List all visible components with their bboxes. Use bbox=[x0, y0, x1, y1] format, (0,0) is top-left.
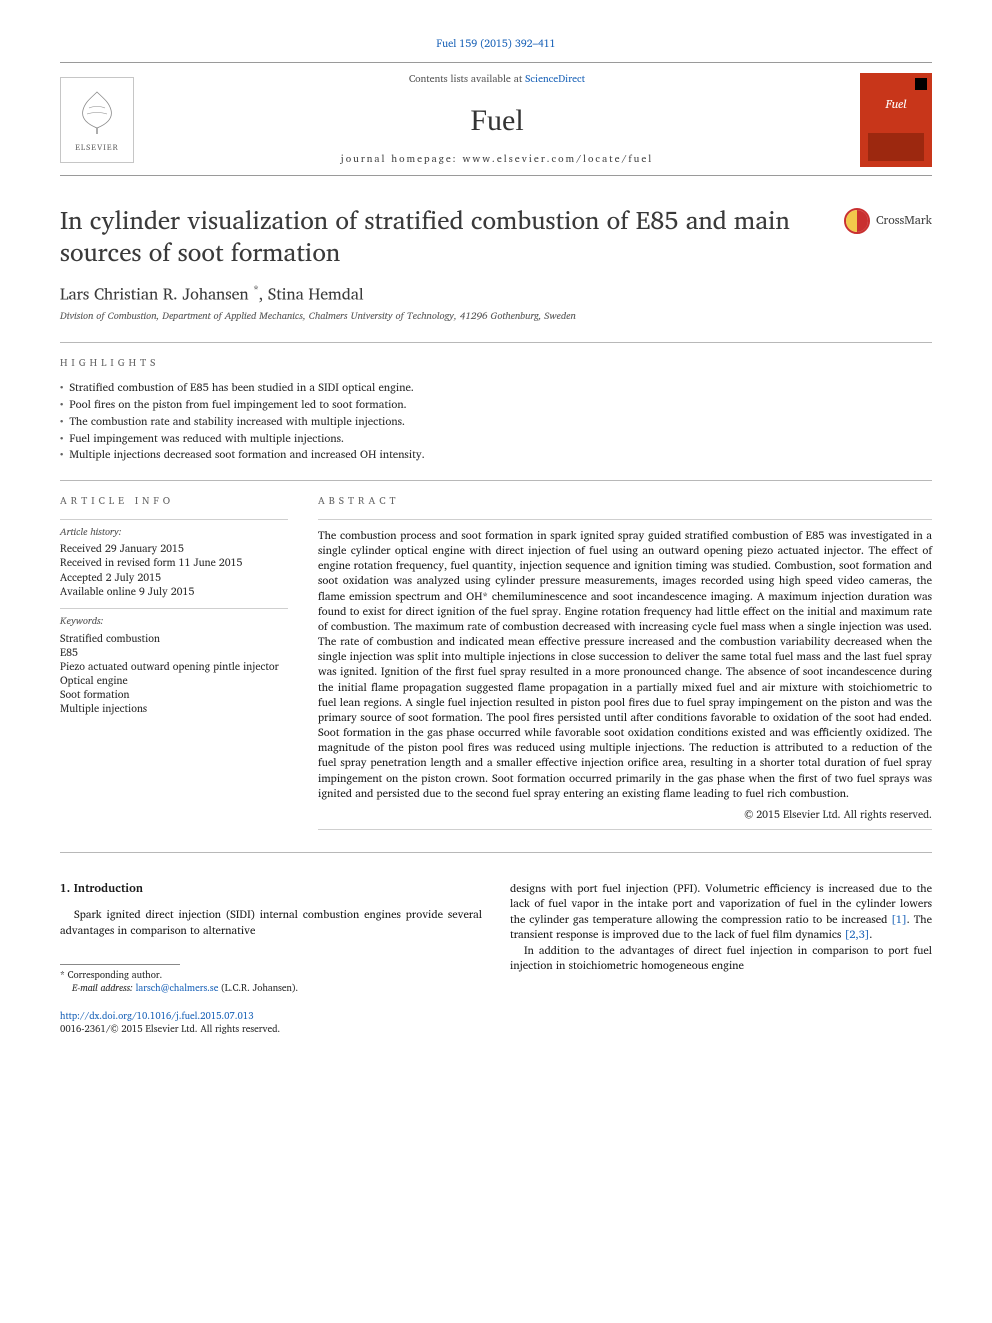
highlight-item: Fuel impingement was reduced with multip… bbox=[60, 431, 932, 446]
keyword: Multiple injections bbox=[60, 701, 288, 715]
divider bbox=[60, 852, 932, 853]
email-label: E-mail address: bbox=[72, 981, 136, 996]
section-number: 1. bbox=[60, 879, 70, 898]
keywords-list: Stratified combustion E85 Piezo actuated… bbox=[60, 631, 288, 716]
contents-prefix: Contents lists available at bbox=[409, 71, 525, 87]
elsevier-name: ELSEVIER bbox=[75, 142, 119, 153]
corresponding-author-footnote: * Corresponding author. E-mail address: … bbox=[60, 969, 482, 996]
divider bbox=[60, 608, 288, 609]
journal-citation[interactable]: Fuel 159 (2015) 392–411 bbox=[60, 36, 932, 50]
abstract-label: ABSTRACT bbox=[318, 495, 932, 509]
article-info-column: ARTICLE INFO Article history: Received 2… bbox=[60, 495, 288, 830]
elsevier-logo: ELSEVIER bbox=[60, 77, 134, 163]
highlight-item: Pool fires on the piston from fuel impin… bbox=[60, 397, 932, 412]
abstract-column: ABSTRACT The combustion process and soot… bbox=[318, 495, 932, 830]
highlight-item: The combustion rate and stability increa… bbox=[60, 414, 932, 429]
crossmark-label: CrossMark bbox=[876, 213, 932, 229]
corresponding-label: * Corresponding author. bbox=[60, 969, 482, 982]
elsevier-tree-icon bbox=[75, 88, 119, 138]
journal-citation-link[interactable]: Fuel 159 (2015) 392–411 bbox=[436, 34, 555, 52]
divider bbox=[318, 829, 932, 830]
keywords-title: Keywords: bbox=[60, 615, 288, 629]
author-2[interactable]: Stina Hemdal bbox=[268, 282, 364, 308]
crossmark-widget[interactable]: CrossMark bbox=[844, 208, 932, 234]
corresponding-email-link[interactable]: larsch@chalmers.se bbox=[136, 981, 219, 996]
doi-block: http://dx.doi.org/10.1016/j.fuel.2015.07… bbox=[60, 1010, 482, 1037]
highlights-section: HIGHLIGHTS Stratified combustion of E85 … bbox=[60, 357, 932, 463]
section-title: Introduction bbox=[74, 879, 143, 898]
body-paragraph: designs with port fuel injection (PFI). … bbox=[510, 881, 932, 943]
divider bbox=[60, 342, 932, 343]
body-column-left: 1. Introduction Spark ignited direct inj… bbox=[60, 881, 482, 1036]
corresponding-marker-icon: * bbox=[253, 280, 259, 298]
cover-inset bbox=[868, 133, 924, 161]
article-title: In cylinder visualization of stratified … bbox=[60, 204, 824, 268]
crossmark-icon bbox=[844, 208, 870, 234]
header-center: Contents lists available at ScienceDirec… bbox=[148, 73, 846, 167]
divider bbox=[60, 480, 932, 481]
keyword: Stratified combustion bbox=[60, 631, 288, 645]
highlights-label: HIGHLIGHTS bbox=[60, 357, 932, 371]
affiliation: Division of Combustion, Department of Ap… bbox=[60, 310, 932, 324]
journal-name: Fuel bbox=[148, 101, 846, 142]
highlights-list: Stratified combustion of E85 has been st… bbox=[60, 380, 932, 462]
article-history-title: Article history: bbox=[60, 526, 288, 540]
divider bbox=[318, 519, 932, 520]
divider bbox=[60, 519, 288, 520]
highlight-item: Multiple injections decreased soot forma… bbox=[60, 447, 932, 462]
homepage-url[interactable]: www.elsevier.com/locate/fuel bbox=[463, 151, 654, 167]
journal-header-band: ELSEVIER Contents lists available at Sci… bbox=[60, 62, 932, 176]
ref-link[interactable]: [1] bbox=[891, 910, 907, 928]
author-1[interactable]: Lars Christian R. Johansen bbox=[60, 282, 249, 308]
highlight-item: Stratified combustion of E85 has been st… bbox=[60, 380, 932, 395]
body-column-right: designs with port fuel injection (PFI). … bbox=[510, 881, 932, 1036]
issn-line: 0016-2361/© 2015 Elsevier Ltd. All right… bbox=[60, 1023, 482, 1036]
journal-homepage: journal homepage: www.elsevier.com/locat… bbox=[148, 153, 846, 167]
section-heading: 1. Introduction bbox=[60, 881, 482, 897]
cover-journal-label: Fuel bbox=[860, 97, 932, 113]
abstract-text: The combustion process and soot formatio… bbox=[318, 528, 932, 801]
sciencedirect-link[interactable]: ScienceDirect bbox=[525, 71, 585, 87]
body-text: designs with port fuel injection (PFI). … bbox=[510, 879, 932, 928]
history-line: Available online 9 July 2015 bbox=[60, 584, 288, 598]
body-paragraph: In addition to the advantages of direct … bbox=[510, 943, 932, 974]
article-info-label: ARTICLE INFO bbox=[60, 495, 288, 509]
authors-line: Lars Christian R. Johansen *, Stina Hemd… bbox=[60, 282, 932, 306]
journal-cover-thumbnail: Fuel bbox=[860, 73, 932, 167]
body-paragraph: Spark ignited direct injection (SIDI) in… bbox=[60, 907, 482, 938]
homepage-prefix: journal homepage: bbox=[341, 151, 463, 167]
abstract-copyright: © 2015 Elsevier Ltd. All rights reserved… bbox=[318, 807, 932, 821]
footnote-rule bbox=[60, 964, 180, 965]
contents-line: Contents lists available at ScienceDirec… bbox=[148, 73, 846, 87]
body-columns: 1. Introduction Spark ignited direct inj… bbox=[60, 881, 932, 1036]
email-attribution: (L.C.R. Johansen). bbox=[221, 981, 298, 996]
